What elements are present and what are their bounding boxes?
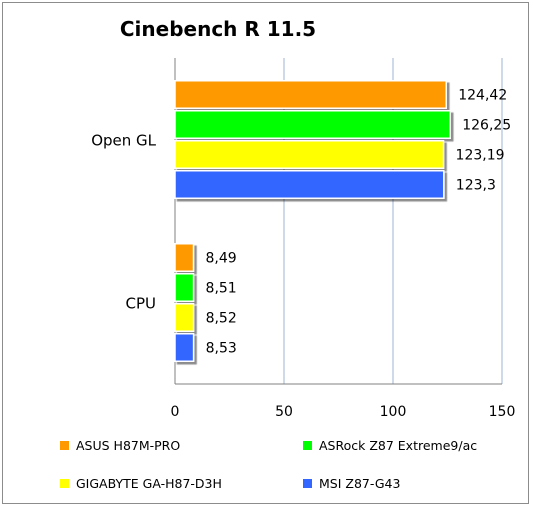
legend: ASUS H87M-PRO ASRock Z87 Extreme9/ac GIGAB… bbox=[60, 438, 477, 491]
data-label: 123,3 bbox=[456, 178, 496, 194]
legend-swatch bbox=[60, 479, 69, 488]
legend-label: MSI Z87-G43 bbox=[319, 476, 400, 491]
bar bbox=[174, 110, 451, 139]
data-label: 8,51 bbox=[206, 281, 237, 297]
legend-swatch bbox=[303, 479, 312, 488]
bar bbox=[174, 80, 447, 109]
legend-swatch bbox=[60, 441, 69, 450]
data-label: 8,52 bbox=[206, 311, 237, 327]
data-label: 8,49 bbox=[206, 251, 237, 267]
data-label: 124,42 bbox=[458, 88, 507, 104]
data-label: 8,53 bbox=[206, 341, 237, 357]
category-label: Open GL bbox=[91, 132, 156, 150]
bar bbox=[174, 140, 445, 169]
plot-area: 0 50 100 150 124,42 126,25 123,19 123,3 8,49 8,51… bbox=[91, 58, 515, 420]
legend-label: ASUS H87M-PRO bbox=[76, 438, 180, 453]
category-label: CPU bbox=[126, 295, 157, 313]
legend-label: ASRock Z87 Extreme9/ac bbox=[319, 438, 477, 453]
bar bbox=[174, 243, 195, 272]
x-tick-label: 150 bbox=[489, 404, 516, 420]
legend-label: GIGABYTE GA-H87-D3H bbox=[76, 476, 222, 491]
bar bbox=[174, 303, 195, 332]
bar bbox=[174, 333, 195, 362]
data-label: 123,19 bbox=[456, 148, 505, 164]
x-tick-label: 0 bbox=[171, 404, 180, 420]
x-tick-label: 100 bbox=[380, 404, 407, 420]
legend-swatch bbox=[303, 441, 312, 450]
bar bbox=[174, 273, 195, 302]
chart-title: Cinebench R 11.5 bbox=[120, 17, 316, 41]
x-tick-label: 50 bbox=[275, 404, 293, 420]
data-label: 126,25 bbox=[462, 118, 511, 134]
bar bbox=[174, 170, 445, 199]
